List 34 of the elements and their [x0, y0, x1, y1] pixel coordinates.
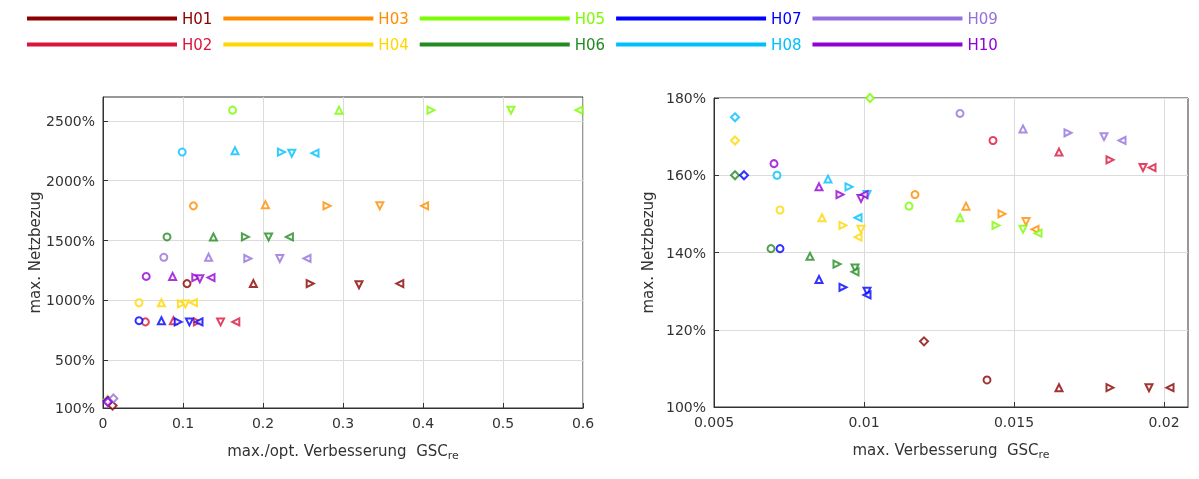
text: H07	[771, 9, 802, 28]
y-tick-label: 120%	[665, 321, 706, 338]
y-tick-label: 140%	[665, 244, 706, 261]
x-tick-label: 0.3	[331, 415, 355, 431]
x-tick-label: 0.015	[993, 414, 1035, 430]
y-tick-label: 160%	[665, 167, 706, 184]
text: H04	[378, 35, 409, 54]
text: H08	[771, 35, 802, 54]
x-tick-label: 0	[98, 415, 108, 431]
text: H03	[378, 9, 409, 28]
y-tick-label: 1000%	[46, 292, 95, 309]
x-tick-label: 0.01	[848, 414, 880, 430]
y-tick-label: 1500%	[46, 232, 95, 249]
y-tick-label: 2500%	[46, 112, 95, 129]
y-axis-title: max. Netzbezug	[638, 191, 657, 314]
x-tick-label: 0.1	[171, 415, 195, 431]
x-tick-label: 0.4	[411, 415, 435, 431]
x-tick-label: 0.6	[571, 415, 595, 431]
x-tick-label: 0.005	[693, 414, 735, 430]
text: H09	[967, 9, 998, 28]
text: H06	[574, 35, 606, 54]
x-tick-label: 0.5	[491, 415, 515, 431]
y-axis-title: max. Netzbezug	[25, 191, 44, 314]
y-tick-label: 2000%	[46, 172, 95, 189]
text: H10	[967, 35, 998, 54]
text: H01	[182, 9, 213, 28]
y-tick-label: 100%	[54, 400, 95, 416]
y-tick-label: 500%	[54, 352, 95, 369]
x-tick-label: 0.2	[251, 415, 275, 431]
text: H02	[182, 35, 213, 54]
y-tick-label: 100%	[665, 399, 706, 415]
text: H05	[574, 9, 606, 28]
y-tick-label: 180%	[665, 90, 706, 106]
x-tick-label: 0.02	[1148, 414, 1180, 430]
